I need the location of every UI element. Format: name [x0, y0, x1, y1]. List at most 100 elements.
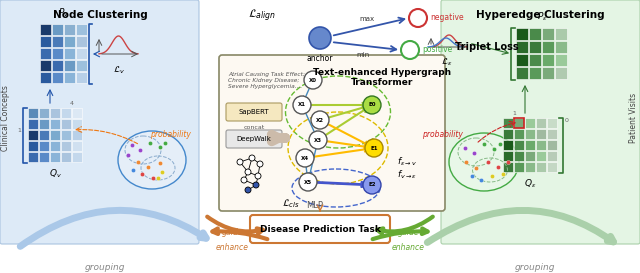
Text: E2: E2: [368, 182, 376, 188]
Text: $Q_v$: $Q_v$: [49, 167, 62, 180]
Bar: [52, 24, 63, 35]
Circle shape: [257, 161, 263, 167]
Bar: [503, 151, 513, 161]
Bar: [547, 129, 557, 139]
Bar: [50, 152, 60, 162]
Bar: [516, 54, 528, 66]
Text: $f_{v\to\varepsilon}$: $f_{v\to\varepsilon}$: [397, 169, 417, 181]
Circle shape: [365, 139, 383, 157]
Bar: [40, 24, 51, 35]
Text: guide: guide: [221, 228, 243, 237]
Text: probability: probability: [422, 130, 463, 139]
Bar: [40, 48, 51, 59]
Bar: [52, 48, 63, 59]
Text: $\mathcal{L}_{cls}$: $\mathcal{L}_{cls}$: [282, 197, 300, 210]
Bar: [72, 108, 82, 118]
Text: guide: guide: [397, 228, 419, 237]
Bar: [555, 54, 567, 66]
Circle shape: [253, 182, 259, 188]
Text: Hyperedge Clustering: Hyperedge Clustering: [476, 10, 604, 20]
Circle shape: [255, 173, 261, 179]
Bar: [547, 151, 557, 161]
Circle shape: [245, 169, 251, 175]
Circle shape: [309, 27, 331, 49]
Bar: [72, 130, 82, 140]
Bar: [39, 152, 49, 162]
Bar: [536, 118, 546, 128]
Bar: [72, 119, 82, 129]
Circle shape: [299, 173, 317, 191]
Bar: [542, 54, 554, 66]
Bar: [61, 130, 71, 140]
Bar: [39, 108, 49, 118]
Text: $P_v$: $P_v$: [58, 7, 70, 19]
Bar: [514, 140, 524, 150]
Text: 0: 0: [565, 118, 569, 123]
Text: X5: X5: [304, 180, 312, 185]
Bar: [536, 129, 546, 139]
Circle shape: [401, 41, 419, 59]
Text: 4: 4: [70, 101, 74, 106]
Text: 1: 1: [17, 127, 21, 132]
FancyBboxPatch shape: [219, 55, 445, 211]
Bar: [50, 130, 60, 140]
Circle shape: [304, 71, 322, 89]
Bar: [76, 24, 87, 35]
Bar: [64, 36, 75, 47]
Circle shape: [241, 177, 247, 183]
Bar: [542, 67, 554, 79]
Bar: [503, 129, 513, 139]
Circle shape: [296, 149, 314, 167]
Bar: [529, 67, 541, 79]
Bar: [52, 60, 63, 71]
Text: Disease Prediction Task: Disease Prediction Task: [260, 224, 380, 233]
Text: Text-enhanced Hypergraph
Transformer: Text-enhanced Hypergraph Transformer: [313, 68, 451, 87]
Circle shape: [311, 111, 329, 129]
FancyBboxPatch shape: [0, 0, 199, 244]
Bar: [525, 162, 535, 172]
Text: $f_{\varepsilon\to v}$: $f_{\varepsilon\to v}$: [397, 156, 417, 168]
Text: Node Clustering: Node Clustering: [52, 10, 147, 20]
Bar: [28, 141, 38, 151]
FancyBboxPatch shape: [250, 215, 390, 243]
Bar: [503, 140, 513, 150]
Circle shape: [293, 96, 311, 114]
Text: $Q_\varepsilon$: $Q_\varepsilon$: [524, 177, 537, 189]
Text: DeepWalk: DeepWalk: [237, 136, 271, 142]
Text: X4: X4: [301, 156, 309, 161]
Text: enhance: enhance: [392, 243, 424, 252]
Bar: [547, 118, 557, 128]
Bar: [525, 129, 535, 139]
Bar: [514, 151, 524, 161]
Bar: [514, 118, 524, 128]
Bar: [52, 72, 63, 83]
FancyBboxPatch shape: [226, 130, 282, 148]
Text: $P_\varepsilon$: $P_\varepsilon$: [537, 10, 547, 23]
Bar: [76, 60, 87, 71]
Bar: [28, 152, 38, 162]
Bar: [525, 140, 535, 150]
Bar: [64, 60, 75, 71]
Bar: [529, 28, 541, 40]
Text: grouping: grouping: [84, 263, 125, 272]
Circle shape: [249, 155, 255, 161]
Bar: [61, 108, 71, 118]
Text: E1: E1: [371, 146, 378, 150]
Text: anchor: anchor: [307, 54, 333, 63]
Bar: [542, 41, 554, 53]
Bar: [76, 36, 87, 47]
Bar: [514, 118, 524, 128]
Bar: [61, 141, 71, 151]
Text: X2: X2: [316, 117, 324, 123]
Text: positive: positive: [422, 46, 452, 55]
Text: Clinical Concepts: Clinical Concepts: [1, 85, 10, 151]
Bar: [64, 24, 75, 35]
Text: SapBERT: SapBERT: [239, 109, 269, 115]
Bar: [40, 60, 51, 71]
Circle shape: [363, 176, 381, 194]
Bar: [40, 36, 51, 47]
Text: 1: 1: [512, 111, 516, 116]
Bar: [64, 48, 75, 59]
Bar: [514, 162, 524, 172]
Text: $\mathcal{L}_v$: $\mathcal{L}_v$: [113, 64, 125, 76]
